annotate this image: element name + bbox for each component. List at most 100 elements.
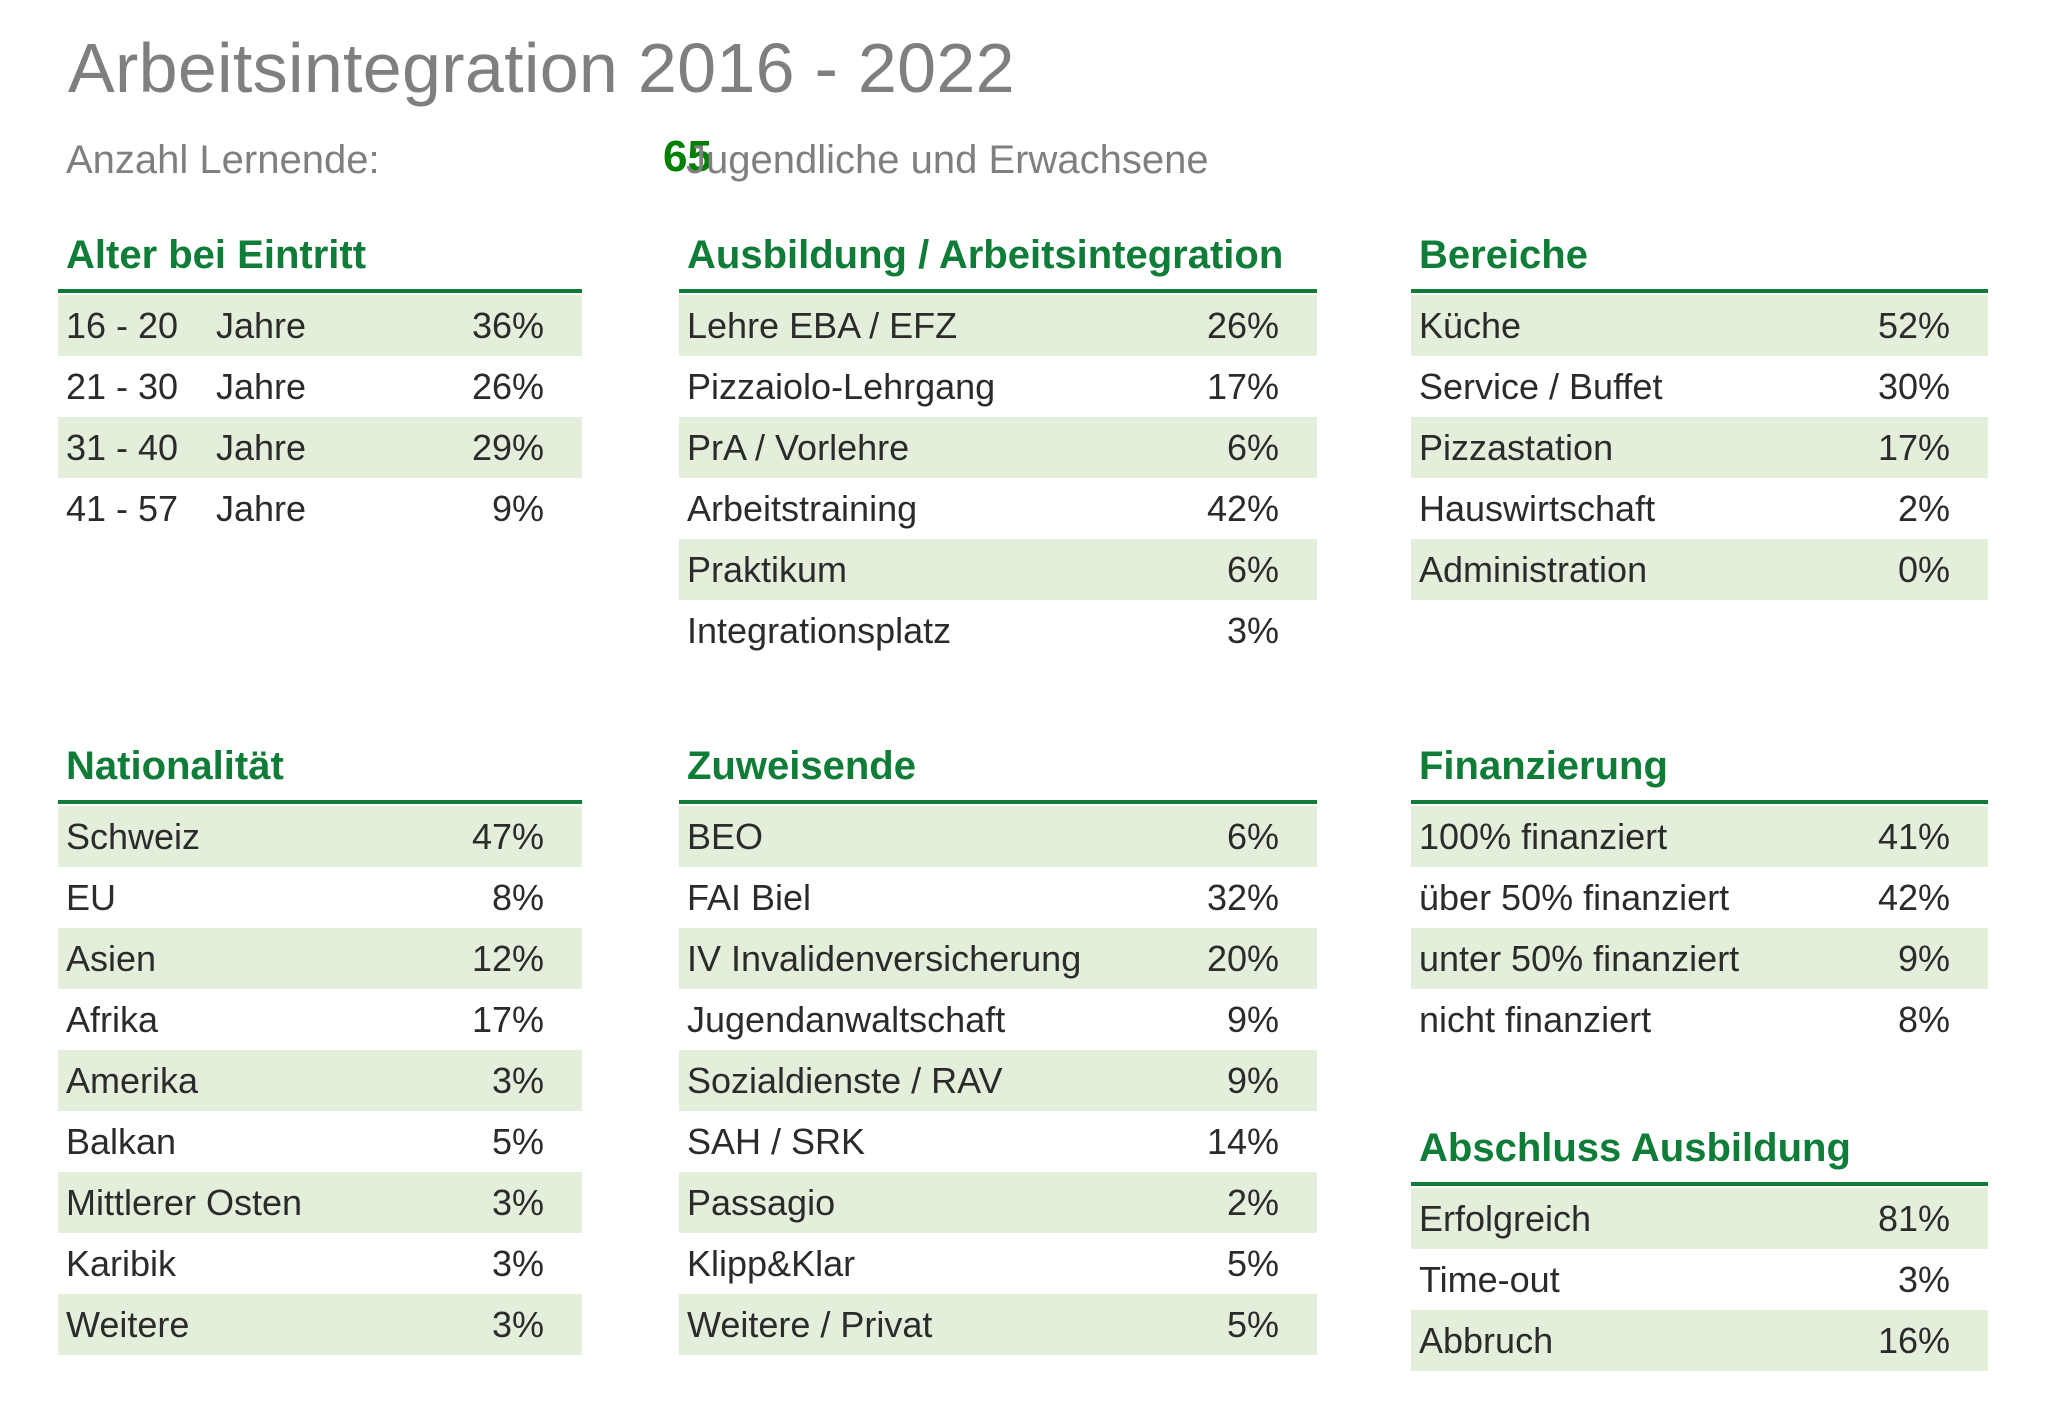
areas-percent: 30% [1877,366,1950,407]
training-percent: 6% [1226,549,1279,590]
referrers-divider [679,800,1317,804]
nationality-percent: 3% [491,1182,544,1223]
financing-label: 100% finanziert [1419,816,1668,857]
nationality-label: EU [66,877,117,918]
age-row: 31 - 40 Jahre 29% [58,417,582,478]
completion-percent: 81% [1877,1198,1950,1239]
nationality-percent: 17% [471,999,544,1040]
referrers-label: Jugendanwaltschaft [687,999,1006,1040]
referrers-label: Sozialdienste / RAV [687,1060,1003,1101]
areas-percent: 0% [1897,549,1950,590]
age-row: 16 - 20 Jahre 36% [58,295,582,356]
training-row: Arbeitstraining 42% [679,478,1317,539]
completion-label: Time-out [1419,1259,1560,1300]
areas-row: Hauswirtschaft 2% [1411,478,1988,539]
age-range: 41 - 57 [66,488,179,529]
training-label: Arbeitstraining [687,488,918,529]
referrers-row: Jugendanwaltschaft 9% [679,989,1317,1050]
nationality-percent: 12% [471,938,544,979]
areas-label: Administration [1419,549,1648,590]
learner-count-value: 65 [663,132,712,181]
referrers-row: Weitere / Privat 5% [679,1294,1317,1355]
completion-percent: 3% [1897,1259,1950,1300]
nationality-row: Afrika 17% [58,989,582,1050]
training-row: PrA / Vorlehre 6% [679,417,1317,478]
age-section: Alter bei Eintritt 16 - 20 Jahre 36% 21 … [58,221,582,539]
nationality-row: Mittlerer Osten 3% [58,1172,582,1233]
nationality-label: Amerika [66,1060,199,1101]
referrers-label: BEO [687,816,764,857]
training-row: Pizzaiolo-Lehrgang 17% [679,356,1317,417]
learner-count-description: Jugendliche und Erwachsene [686,138,1209,182]
referrers-percent: 6% [1226,816,1279,857]
age-divider [58,289,582,293]
age-unit: Jahre [216,427,307,468]
referrers-label: Klipp&Klar [687,1243,856,1284]
referrers-label: FAI Biel [687,877,812,918]
training-divider [679,289,1317,293]
referrers-percent: 5% [1226,1243,1279,1284]
nationality-percent: 3% [491,1304,544,1345]
referrers-label: Passagio [687,1182,836,1223]
referrers-percent: 9% [1226,999,1279,1040]
nationality-label: Karibik [66,1243,177,1284]
areas-row: Service / Buffet 30% [1411,356,1988,417]
age-percent: 26% [471,366,544,407]
nationality-row: EU 8% [58,867,582,928]
training-row: Lehre EBA / EFZ 26% [679,295,1317,356]
completion-heading: Abschluss Ausbildung [1419,1126,1851,1170]
financing-heading: Finanzierung [1419,744,1668,788]
age-percent: 29% [471,427,544,468]
referrers-section: Zuweisende BEO 6% FAI Biel 32% IV Invalide… [679,732,1317,1355]
age-unit: Jahre [216,305,307,346]
financing-row: unter 50% finanziert 9% [1411,928,1988,989]
nationality-row: Asien 12% [58,928,582,989]
referrers-percent: 20% [1206,938,1279,979]
financing-table: 100% finanziert 41% über 50% finanziert 42… [1411,806,1988,1050]
training-label: PrA / Vorlehre [687,427,910,468]
areas-row: Administration 0% [1411,539,1988,600]
age-heading: Alter bei Eintritt [66,233,367,277]
financing-percent: 42% [1877,877,1950,918]
nationality-table: Schweiz 47% EU 8% Asien 12% Afrika 17% Ameri… [58,806,582,1355]
age-percent: 36% [471,305,544,346]
referrers-row: Klipp&Klar 5% [679,1233,1317,1294]
completion-row: Erfolgreich 81% [1411,1188,1988,1249]
nationality-percent: 5% [491,1121,544,1162]
areas-percent: 17% [1877,427,1950,468]
referrers-table: BEO 6% FAI Biel 32% IV Invalidenversicheru… [679,806,1317,1355]
training-row: Praktikum 6% [679,539,1317,600]
age-row: 21 - 30 Jahre 26% [58,356,582,417]
referrers-label: IV Invalidenversicherung [687,938,1082,979]
nationality-section: Nationalität Schweiz 47% EU 8% Asien 12% Af… [58,732,582,1355]
age-range: 16 - 20 [66,305,179,346]
training-label: Lehre EBA / EFZ [687,305,958,346]
completion-row: Time-out 3% [1411,1249,1988,1310]
referrers-label: Weitere / Privat [687,1304,933,1345]
learner-summary: Anzahl Lernende: 65 Jugendliche und Erwa… [66,132,1366,188]
training-label: Integrationsplatz [687,610,952,651]
areas-label: Pizzastation [1419,427,1614,468]
age-unit: Jahre [216,366,307,407]
nationality-label: Asien [66,938,157,979]
financing-section: Finanzierung 100% finanziert 41% über 50%… [1411,732,1988,1050]
training-percent: 3% [1226,610,1279,651]
nationality-label: Weitere [66,1304,190,1345]
referrers-row: Passagio 2% [679,1172,1317,1233]
nationality-heading: Nationalität [66,744,284,788]
training-percent: 6% [1226,427,1279,468]
nationality-row: Karibik 3% [58,1233,582,1294]
areas-row: Pizzastation 17% [1411,417,1988,478]
nationality-percent: 3% [491,1243,544,1284]
financing-label: über 50% finanziert [1419,877,1730,918]
completion-row: Abbruch 16% [1411,1310,1988,1371]
nationality-percent: 8% [491,877,544,918]
referrers-row: IV Invalidenversicherung 20% [679,928,1317,989]
nationality-divider [58,800,582,804]
referrers-row: FAI Biel 32% [679,867,1317,928]
training-percent: 26% [1206,305,1279,346]
areas-row: Küche 52% [1411,295,1988,356]
areas-label: Hauswirtschaft [1419,488,1656,529]
age-range: 21 - 30 [66,366,179,407]
areas-table: Küche 52% Service / Buffet 30% Pizzastatio… [1411,295,1988,600]
